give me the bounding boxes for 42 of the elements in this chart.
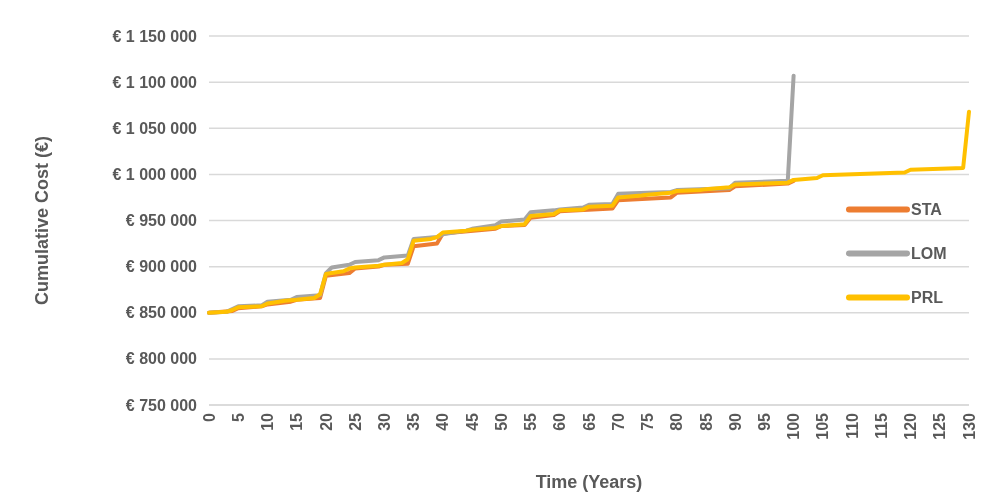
- x-tick-label: 65: [580, 412, 598, 431]
- x-tick-label: 60: [551, 412, 569, 431]
- x-tick-label: 90: [726, 412, 744, 431]
- x-axis-title: Time (Years): [535, 472, 643, 492]
- y-tick-label: € 950 000: [125, 212, 198, 230]
- x-tick-label: 80: [668, 412, 686, 431]
- x-tick-label: 10: [259, 412, 277, 431]
- line-series: [207, 109, 971, 315]
- x-tick-label: 20: [317, 412, 335, 431]
- legend-label: PRL: [911, 289, 944, 307]
- x-tick-label: 40: [434, 412, 452, 431]
- x-tick-label: 130: [960, 412, 978, 440]
- y-tick-label: € 900 000: [125, 258, 198, 276]
- y-tick-label: € 1 050 000: [112, 119, 198, 137]
- x-tick-label: 110: [843, 412, 861, 439]
- x-tick-label: 125: [931, 412, 949, 440]
- x-tick-label: 35: [405, 412, 423, 431]
- y-tick-label: € 1 150 000: [112, 27, 198, 45]
- y-tick-label: € 750 000: [125, 396, 198, 414]
- x-tick-label: 45: [463, 412, 481, 431]
- x-tick-label: 115: [872, 412, 890, 439]
- x-tick-label: 95: [755, 412, 773, 431]
- y-tick-label: € 850 000: [125, 304, 198, 322]
- x-tick-label: 105: [814, 412, 832, 440]
- x-tick-label: 5: [229, 412, 247, 422]
- x-tick-label: 100: [785, 412, 803, 440]
- y-tick-label: € 800 000: [125, 350, 198, 368]
- x-tick-label: 85: [697, 412, 715, 431]
- x-tick-label: 25: [346, 412, 364, 431]
- legend-label: LOM: [911, 245, 947, 263]
- x-tick-label: 70: [609, 412, 627, 431]
- legend-label: STA: [911, 201, 943, 219]
- x-tick-label: 75: [639, 412, 657, 431]
- y-tick-label: € 1 000 000: [112, 165, 198, 183]
- x-tick-label: 15: [288, 412, 306, 431]
- x-tick-label: 30: [375, 412, 393, 431]
- x-tick-label: 120: [902, 412, 920, 440]
- x-tick-label: 55: [522, 412, 540, 431]
- y-tick-label: € 1 100 000: [112, 73, 198, 91]
- x-tick-label: 50: [492, 412, 510, 431]
- x-tick-label: 0: [200, 412, 218, 422]
- y-axis-title: Cumulative Cost (€): [32, 135, 52, 306]
